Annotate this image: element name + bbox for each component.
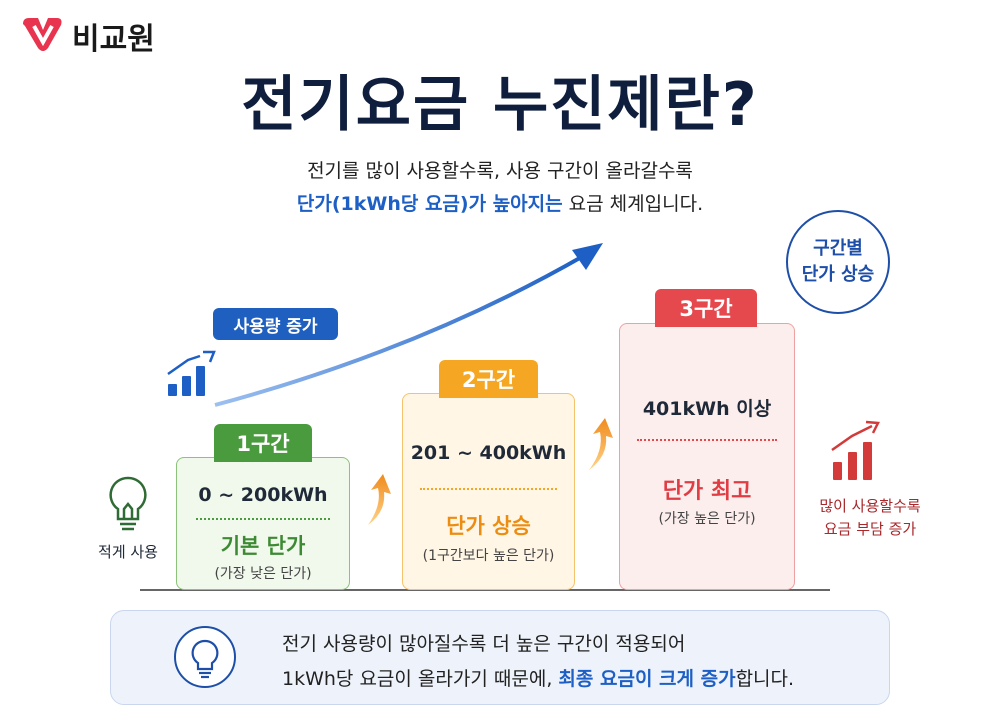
usage-pill: 사용량 증가 — [213, 308, 338, 340]
tier-note: (가장 높은 단가) — [658, 511, 756, 527]
logo-icon — [23, 18, 62, 51]
tier-range: 0 ~ 200kWh — [198, 484, 328, 506]
subtitle-highlight: 단가(1kWh당 요금)가 높아지는 — [296, 193, 563, 215]
right-label-line: 많이 사용할수록 — [819, 497, 921, 515]
tier-note: (1구간보다 높은 단가) — [422, 548, 555, 564]
right-label: 많이 사용할수록 요금 부담 증가 — [800, 495, 940, 541]
tier-box — [402, 393, 575, 590]
subtitle-line: 단가(1kWh당 요금)가 높아지는 요금 체계입니다. — [0, 189, 1000, 216]
subtitle-line: 전기를 많이 사용할수록, 사용 구간이 올라갈수록 — [307, 160, 693, 182]
divider — [420, 488, 557, 490]
tier-box — [176, 457, 350, 590]
tier-box — [619, 323, 795, 590]
badge-text: 구간별 — [813, 238, 863, 259]
tier-tab: 3구간 — [655, 289, 757, 327]
divider — [637, 439, 777, 441]
tier-rate: 기본 단가 — [220, 534, 306, 558]
left-label: 적게 사용 — [98, 543, 158, 561]
footer-text: 합니다. — [735, 668, 795, 690]
logo-text: 비교원 — [72, 22, 155, 57]
tier-rate: 단가 상승 — [446, 514, 531, 538]
footer-text: 1kWh당 요금이 올라가기 때문에, — [282, 668, 559, 690]
tier-range: 201 ~ 400kWh — [410, 442, 567, 464]
subtitle-rest: 요금 체계입니다. — [562, 193, 704, 215]
tier-tab: 2구간 — [439, 360, 538, 398]
tier-rate: 단가 최고 — [662, 479, 752, 504]
footer-line: 전기 사용량이 많아질수록 더 높은 구간이 적용되어 — [282, 633, 686, 655]
footer-icon — [174, 626, 236, 688]
divider — [196, 518, 330, 520]
footer-highlight: 최종 요금이 크게 증가 — [558, 668, 736, 690]
footer-line: 1kWh당 요금이 올라가기 때문에, 최종 요금이 크게 증가합니다. — [282, 664, 794, 691]
tier-tab: 1구간 — [214, 424, 312, 462]
badge-text: 단가 상승 — [801, 264, 875, 285]
tier-note: (가장 낮은 단가) — [214, 566, 312, 582]
badge: 구간별 단가 상승 — [786, 210, 890, 314]
title: 전기요금 누진제란? — [241, 70, 759, 140]
tier-range: 401kWh 이상 — [642, 398, 772, 420]
right-label-line: 요금 부담 증가 — [823, 520, 917, 538]
footer-box — [110, 610, 890, 705]
